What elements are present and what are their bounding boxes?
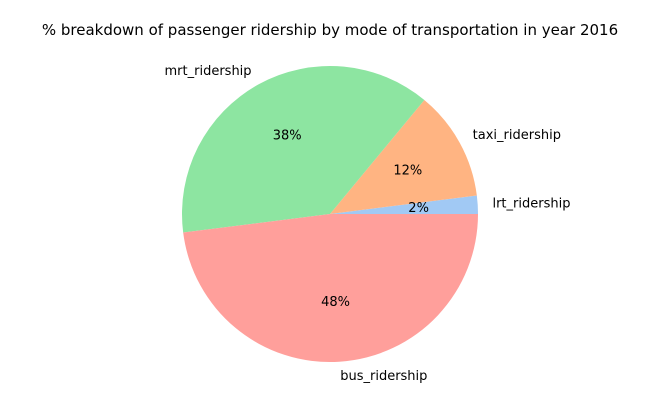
pie-slice-mrt-ridership [182,66,425,233]
slice-percent-lrt-ridership: 2% [408,201,429,216]
pie-slice-bus-ridership [183,214,478,363]
slice-percent-taxi-ridership: 12% [393,164,422,179]
slice-label-mrt-ridership: mrt_ridership [165,64,252,79]
pie-slices [182,66,478,363]
slice-label-taxi-ridership: taxi_ridership [473,128,561,143]
pie-slice-lrt-ridership [330,195,478,214]
slice-percent-mrt-ridership: 38% [273,129,302,144]
chart-title: % breakdown of passenger ridership by mo… [42,21,618,39]
pie-slice-taxi-ridership [330,99,477,214]
slice-percent-bus-ridership: 48% [321,295,350,310]
slice-label-bus-ridership: bus_ridership [340,369,427,384]
pie-labels: lrt_ridership 2% taxi_ridership 12% mrt_ride… [165,64,571,384]
slice-label-lrt-ridership: lrt_ridership [492,196,570,211]
